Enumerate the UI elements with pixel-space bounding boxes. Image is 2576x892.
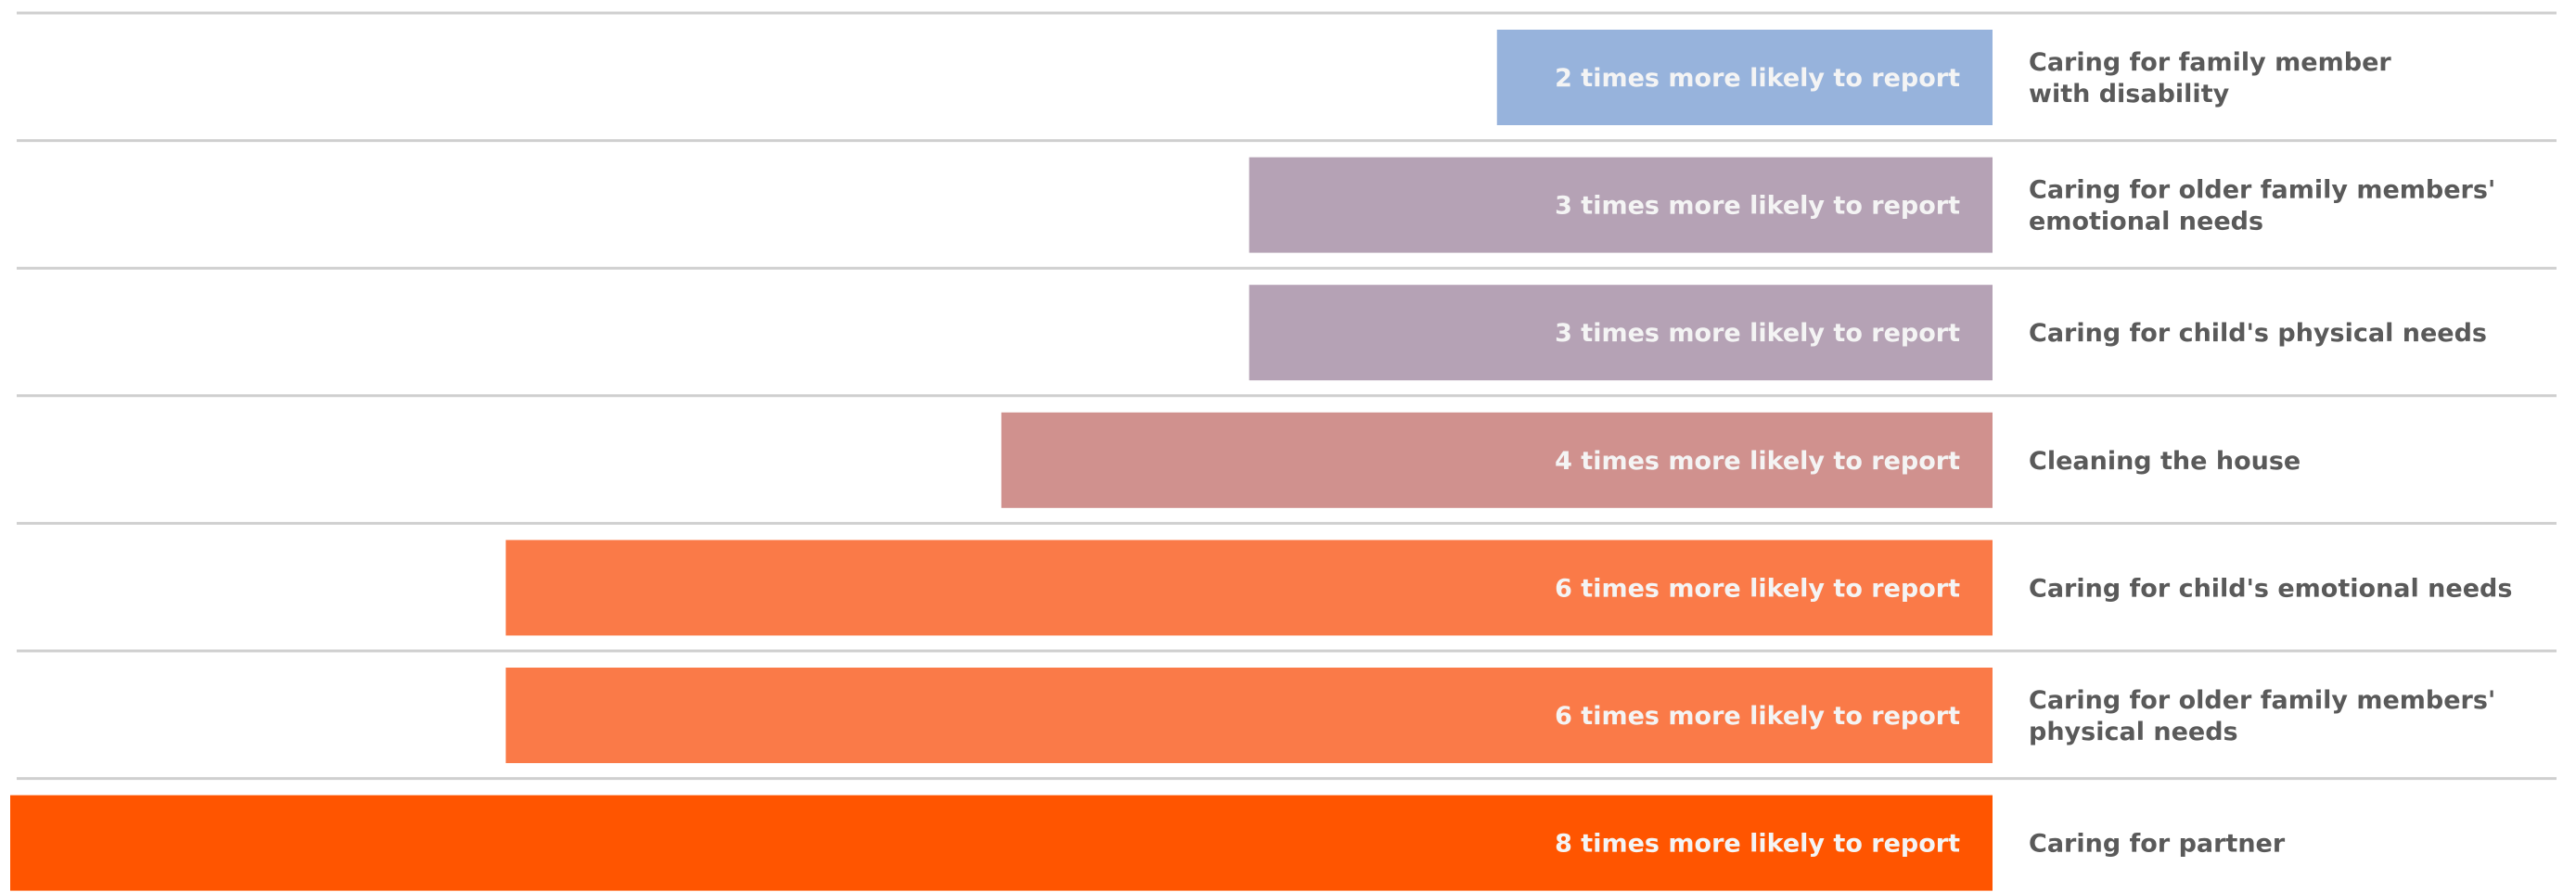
category-label: Caring for family member <box>2029 48 2391 77</box>
category-label: Caring for child's physical needs <box>2029 319 2487 348</box>
value-label: 8 times more likely to report <box>1555 830 1960 859</box>
bar <box>506 668 1993 763</box>
category-label: Caring for child's emotional needs <box>2029 574 2512 603</box>
value-label: 2 times more likely to report <box>1555 64 1960 93</box>
category-label: Caring for partner <box>2029 830 2286 859</box>
bar <box>1001 412 1993 508</box>
bar <box>506 540 1993 636</box>
bar <box>1496 30 1993 125</box>
value-label: 6 times more likely to report <box>1555 574 1960 603</box>
bar <box>1249 157 1993 253</box>
category-label: Caring for older family members' <box>2029 176 2495 205</box>
category-label: physical needs <box>2029 718 2238 746</box>
bar <box>1249 285 1993 381</box>
category-label: with disability <box>2029 80 2230 108</box>
value-label: 3 times more likely to report <box>1555 319 1960 348</box>
category-label: Cleaning the house <box>2029 447 2300 476</box>
value-label: 3 times more likely to report <box>1555 192 1960 221</box>
category-label: Caring for older family members' <box>2029 686 2495 715</box>
value-label: 4 times more likely to report <box>1555 447 1960 476</box>
category-label: emotional needs <box>2029 208 2263 236</box>
value-label: 6 times more likely to report <box>1555 702 1960 731</box>
bar <box>10 795 1993 891</box>
